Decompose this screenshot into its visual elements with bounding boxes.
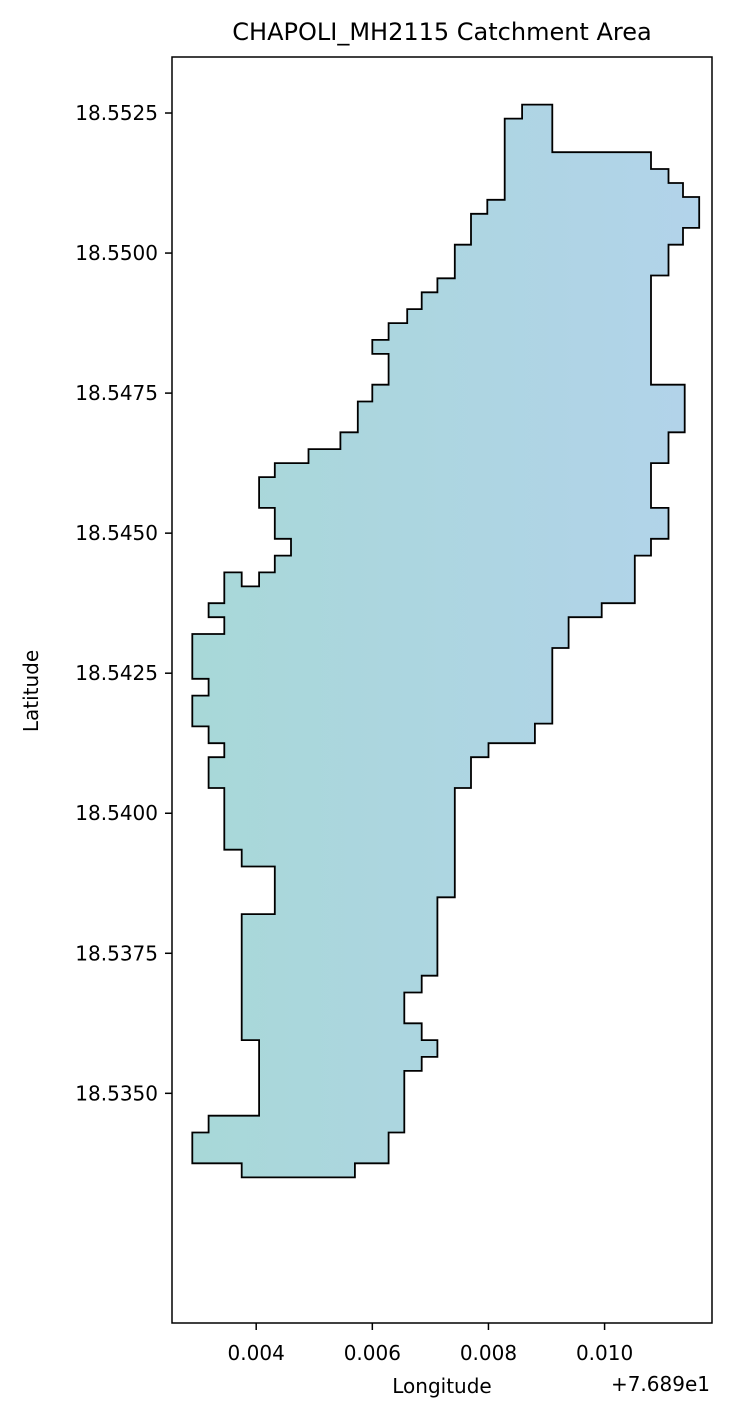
chart-title: CHAPOLI_MH2115 Catchment Area (232, 18, 651, 46)
x-tick-label: 0.008 (460, 1341, 517, 1365)
y-tick-label: 18.5350 (75, 1081, 158, 1105)
y-tick-label: 18.5475 (75, 381, 158, 405)
y-tick-label: 18.5425 (75, 661, 158, 685)
x-tick-label: 0.006 (344, 1341, 401, 1365)
x-axis-ticks: 0.004 0.006 0.008 0.010 (228, 1323, 633, 1365)
y-tick-label: 18.5400 (75, 801, 158, 825)
y-tick-label: 18.5500 (75, 241, 158, 265)
y-axis-label: Latitude (19, 650, 43, 732)
catchment-polygon (191, 103, 701, 1179)
x-tick-label: 0.004 (228, 1341, 285, 1365)
plot-frame (171, 56, 713, 1324)
x-axis-label: Longitude (392, 1374, 491, 1398)
y-axis-ticks: 18.5350 18.5375 18.5400 18.5425 18.5450 18.54… (75, 101, 172, 1105)
y-tick-label: 18.5525 (75, 101, 158, 125)
y-tick-label: 18.5450 (75, 521, 158, 545)
y-tick-label: 18.5375 (75, 941, 158, 965)
x-tick-label: 0.010 (576, 1341, 633, 1365)
x-offset-label: +7.689e1 (611, 1372, 710, 1396)
